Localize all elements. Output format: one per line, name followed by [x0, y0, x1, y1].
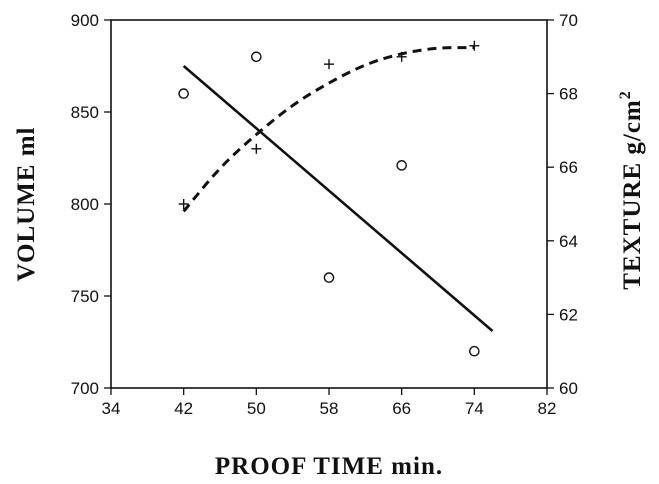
texture-point	[469, 40, 480, 51]
volume-point	[469, 345, 480, 357]
y-left-tick-label: 700	[71, 379, 99, 398]
texture-fit-curve	[182, 46, 475, 213]
y-right-tick-label: 62	[559, 305, 578, 324]
x-tick-label: 42	[174, 399, 193, 418]
y-right-tick-label: 64	[559, 232, 578, 251]
y-axis-left-title: VOLUME ml	[13, 126, 40, 281]
x-tick-label: 82	[538, 399, 557, 418]
x-tick-label: 34	[102, 399, 121, 418]
texture-point	[324, 59, 334, 70]
y-right-tick-label: 70	[559, 11, 578, 30]
volume-point	[251, 51, 262, 63]
y-right-tick-label: 60	[559, 379, 578, 398]
y-left-tick-label: 750	[71, 287, 99, 306]
y-axis-right-title: TEXTURE g/cm2	[617, 90, 646, 289]
y-axis-right: 60 62 64 66 68 70	[547, 11, 578, 398]
x-axis-title: PROOF TIME min.	[215, 453, 443, 479]
x-tick-label: 58	[320, 399, 339, 418]
volume-point	[396, 160, 407, 171]
volume-fit-line	[182, 65, 494, 332]
y-axis-right-title-text: TEXTURE g/cm	[619, 99, 646, 289]
volume-point	[323, 272, 335, 283]
plot-area	[178, 40, 494, 357]
y-axis-left: 700 750 800 850 900	[71, 11, 111, 398]
x-axis: 34 42 50 58 66 74 82	[102, 388, 557, 418]
y-left-tick-label: 800	[71, 195, 99, 214]
y-left-tick-label: 900	[71, 11, 99, 30]
plot-frame	[110, 19, 548, 389]
x-tick-label: 66	[392, 399, 411, 418]
y-right-tick-label: 68	[559, 85, 578, 104]
volume-point	[178, 88, 189, 99]
x-tick-label: 50	[247, 399, 266, 418]
y-left-tick-label: 850	[71, 103, 99, 122]
y-axis-right-title-superscript: 2	[617, 90, 634, 99]
x-tick-label: 74	[465, 399, 484, 418]
y-right-tick-label: 66	[559, 158, 578, 177]
texture-point	[251, 143, 262, 154]
texture-point	[178, 199, 189, 209]
